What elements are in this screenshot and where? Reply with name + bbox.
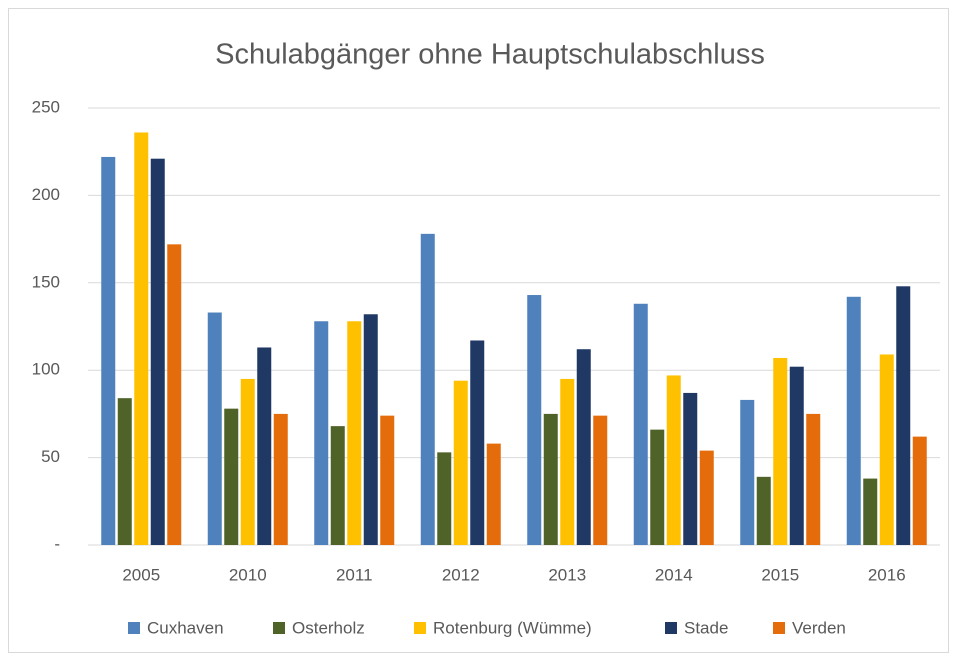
bar: [560, 378, 575, 545]
bar: [863, 478, 878, 545]
bar: [527, 295, 542, 545]
y-tick-label: 200: [32, 185, 60, 204]
bar: [347, 321, 362, 545]
bar: [470, 340, 485, 545]
y-tick-label: 150: [32, 272, 60, 291]
bar: [257, 347, 272, 545]
bar: [756, 476, 771, 545]
bar: [806, 413, 821, 545]
bar: [207, 312, 222, 545]
legend-swatch: [773, 622, 785, 634]
y-tick-label: 100: [32, 360, 60, 379]
bar: [846, 296, 861, 545]
bar: [167, 244, 182, 545]
chart-border: [8, 8, 949, 653]
bar: [224, 408, 239, 545]
bar: [437, 452, 452, 545]
bar: [240, 378, 255, 545]
chart-title: Schulabgänger ohne Hauptschulabschluss: [215, 39, 765, 71]
x-tick-label: 2016: [868, 565, 906, 584]
bar: [543, 413, 558, 545]
legend-swatch: [665, 622, 677, 634]
y-tick-label: 50: [41, 447, 60, 466]
bar: [330, 426, 345, 545]
bar: [896, 286, 911, 545]
bar: [879, 354, 894, 545]
bar: [633, 303, 648, 545]
x-tick-label: 2005: [122, 565, 160, 584]
x-tick-label: 2015: [761, 565, 799, 584]
x-tick-label: 2014: [655, 565, 693, 584]
bar: [314, 321, 329, 545]
bar: [453, 380, 468, 545]
y-tick-label: 250: [32, 97, 60, 116]
legend-swatch: [128, 622, 140, 634]
bar: [486, 443, 501, 545]
bar: [101, 156, 116, 545]
legend-swatch: [273, 622, 285, 634]
bar: [740, 399, 755, 545]
bar: [117, 398, 132, 545]
bar: [912, 436, 927, 545]
legend-label: Osterholz: [292, 618, 365, 637]
bar: [699, 450, 714, 545]
bar: [593, 415, 608, 545]
legend-label: Verden: [792, 618, 846, 637]
bar: [150, 158, 165, 545]
legend-label: Stade: [684, 618, 728, 637]
bar: [134, 132, 149, 546]
bar: [650, 429, 665, 545]
x-tick-label: 2010: [229, 565, 267, 584]
bar: [273, 413, 288, 545]
legend-label: Cuxhaven: [147, 618, 224, 637]
bar: [666, 375, 681, 545]
bar: [683, 392, 698, 545]
y-tick-label: -: [54, 534, 60, 553]
x-tick-label: 2011: [336, 565, 373, 584]
x-tick-label: 2013: [548, 565, 586, 584]
bar: [576, 349, 591, 545]
bar: [789, 366, 804, 545]
legend-swatch: [414, 622, 426, 634]
x-tick-label: 2012: [442, 565, 480, 584]
bar: [420, 233, 435, 545]
bar: [380, 415, 395, 545]
bar: [363, 314, 378, 545]
bar: [773, 357, 788, 545]
legend-label: Rotenburg (Wümme): [433, 618, 592, 637]
